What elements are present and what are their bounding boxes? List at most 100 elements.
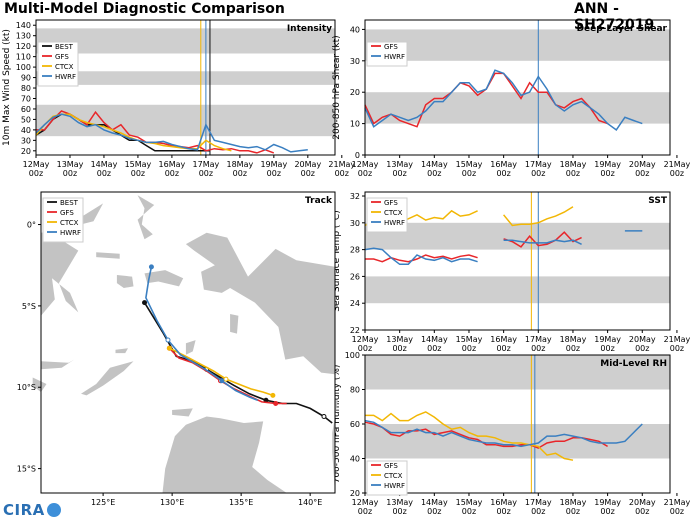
- shaded-band: [36, 104, 335, 137]
- x-tick-label: 00z: [462, 344, 476, 353]
- x-tick-label: 00z: [566, 507, 580, 516]
- series-line-hwrf: [503, 239, 582, 245]
- legend-label: CTCX: [384, 209, 403, 217]
- logo-text: CIRA: [3, 501, 45, 519]
- x-tick-label: 00z: [267, 169, 281, 178]
- legend-box: [366, 460, 408, 496]
- x-tick-label: 20May: [294, 160, 321, 169]
- sst-panel: [362, 191, 678, 333]
- track-point: [223, 376, 229, 382]
- y-tick-label: 50: [21, 115, 31, 124]
- y-tick-label: 70: [21, 94, 31, 103]
- x-tick-label: 21May: [664, 160, 691, 169]
- series-line-hwrf: [364, 247, 478, 266]
- x-tick-label: 00z: [566, 344, 580, 353]
- land-mass: [162, 416, 287, 493]
- land-mass: [172, 408, 193, 417]
- x-tick-label: 12May: [23, 160, 50, 169]
- x-tick-label: 00z: [496, 169, 510, 178]
- x-tick-label: 00z: [165, 169, 179, 178]
- cira-logo: CIRA: [3, 501, 61, 519]
- x-tick-label: 00z: [358, 344, 372, 353]
- y-axis-label: 10m Max Wind Speed (kt): [2, 29, 12, 146]
- x-tick-label: 16May: [490, 335, 517, 344]
- y-tick-label: 30: [21, 136, 31, 145]
- land-mass: [115, 348, 128, 354]
- x-tick-label: 15May: [456, 160, 483, 169]
- x-tick-label: 00z: [496, 507, 510, 516]
- legend-label: CTCX: [55, 63, 74, 71]
- legend-label: GFS: [384, 43, 398, 51]
- y-tick-label: 26: [350, 272, 360, 281]
- x-tick-label: 17May: [525, 160, 552, 169]
- y-axis-label: Sea Surface Temp (°C): [332, 210, 342, 311]
- lon-tick-label: 135°E: [229, 498, 253, 507]
- y-tick-label: 0: [355, 151, 360, 160]
- x-tick-label: 00z: [392, 507, 406, 516]
- y-tick-label: 140: [16, 21, 31, 30]
- track-point: [273, 401, 279, 407]
- x-tick-label: 00z: [635, 507, 649, 516]
- shaded-band: [36, 71, 335, 85]
- x-tick-label: 15May: [456, 498, 483, 507]
- land-mass: [32, 377, 47, 393]
- panel-frame: [364, 191, 671, 331]
- legend-label: GFS: [384, 462, 398, 470]
- x-tick-label: 00z: [63, 169, 77, 178]
- y-tick-label: 40: [21, 126, 31, 135]
- y-tick-label: 28: [350, 246, 360, 255]
- legend-label: GFS: [55, 53, 69, 61]
- legend-label: BEST: [60, 199, 79, 207]
- x-tick-label: 12May: [352, 160, 379, 169]
- x-tick-label: 00z: [358, 169, 372, 178]
- track-point: [148, 264, 154, 270]
- legend-label: CTCX: [384, 472, 403, 480]
- y-tick-label: 130: [16, 32, 31, 41]
- x-tick-label: 17May: [525, 498, 552, 507]
- x-tick-label: 13May: [386, 335, 413, 344]
- y-tick-label: 60: [350, 420, 360, 429]
- series-line-gfs: [503, 231, 582, 248]
- panel-title: SST: [648, 196, 668, 206]
- legend-label: BEST: [55, 43, 74, 51]
- x-tick-label: 14May: [421, 160, 448, 169]
- y-tick-label: 30: [350, 57, 360, 66]
- panel-frame: [40, 191, 336, 494]
- legend-box: [37, 41, 79, 87]
- y-tick-label: 20: [350, 489, 360, 498]
- x-tick-label: 00z: [427, 507, 441, 516]
- y-tick-label: 100: [16, 63, 31, 72]
- x-tick-label: 21May: [328, 160, 355, 169]
- panel-title: Intensity: [287, 24, 332, 34]
- figure-title: Multi-Model Diagnostic Comparison: [4, 1, 285, 17]
- panel-frame: [35, 19, 336, 156]
- x-tick-label: 00z: [635, 344, 649, 353]
- series-line-hwrf: [35, 113, 308, 153]
- y-tick-label: 110: [16, 53, 31, 62]
- x-tick-label: 00z: [600, 344, 614, 353]
- y-tick-label: 24: [350, 299, 360, 308]
- x-tick-label: 19May: [594, 498, 621, 507]
- panel-title: Mid-Level RH: [600, 359, 667, 369]
- x-tick-label: 00z: [600, 507, 614, 516]
- lat-tick-label: 0°: [27, 221, 36, 230]
- x-tick-label: 00z: [531, 169, 545, 178]
- x-tick-label: 00z: [462, 169, 476, 178]
- x-tick-label: 19May: [594, 160, 621, 169]
- y-tick-label: 30: [350, 219, 360, 228]
- x-tick-label: 19May: [260, 160, 287, 169]
- track-line-hwrf: [145, 266, 258, 402]
- x-tick-label: 00z: [29, 169, 43, 178]
- track-point: [219, 378, 225, 384]
- series-line-hwrf: [364, 419, 643, 448]
- x-tick-label: 00z: [635, 169, 649, 178]
- panel-frame: [364, 354, 671, 494]
- x-tick-label: 00z: [131, 169, 145, 178]
- land-mass: [137, 195, 155, 240]
- shaded-band: [365, 276, 670, 304]
- track-point: [270, 392, 276, 398]
- x-tick-label: 18May: [560, 498, 587, 507]
- shaded-band: [365, 355, 670, 390]
- x-tick-label: 18May: [560, 160, 587, 169]
- track-point: [142, 300, 148, 306]
